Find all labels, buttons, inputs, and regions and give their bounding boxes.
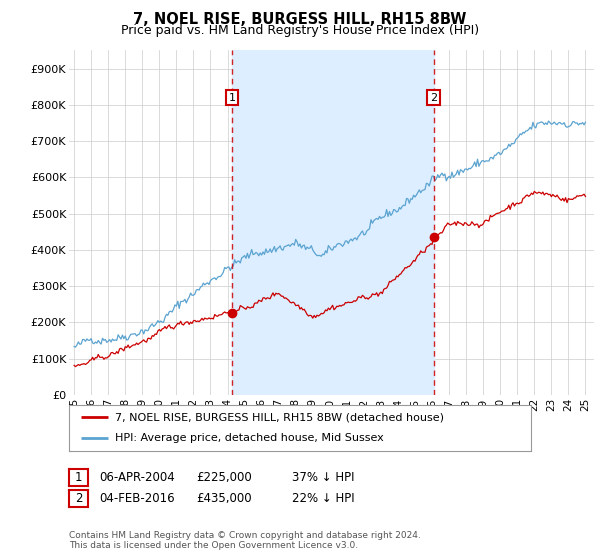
Text: Price paid vs. HM Land Registry's House Price Index (HPI): Price paid vs. HM Land Registry's House …: [121, 24, 479, 36]
Text: 1: 1: [75, 470, 82, 484]
Text: 7, NOEL RISE, BURGESS HILL, RH15 8BW: 7, NOEL RISE, BURGESS HILL, RH15 8BW: [133, 12, 467, 27]
Text: 37% ↓ HPI: 37% ↓ HPI: [292, 470, 355, 484]
Text: 1: 1: [229, 92, 236, 102]
Text: 7, NOEL RISE, BURGESS HILL, RH15 8BW (detached house): 7, NOEL RISE, BURGESS HILL, RH15 8BW (de…: [115, 412, 444, 422]
Text: HPI: Average price, detached house, Mid Sussex: HPI: Average price, detached house, Mid …: [115, 433, 384, 444]
Text: £225,000: £225,000: [196, 470, 252, 484]
Text: 2: 2: [430, 92, 437, 102]
Text: Contains HM Land Registry data © Crown copyright and database right 2024.
This d: Contains HM Land Registry data © Crown c…: [69, 530, 421, 550]
Bar: [232, 50, 434, 395]
Text: £435,000: £435,000: [196, 492, 252, 505]
Text: 22% ↓ HPI: 22% ↓ HPI: [292, 492, 355, 505]
Text: 06-APR-2004: 06-APR-2004: [99, 470, 175, 484]
Text: 04-FEB-2016: 04-FEB-2016: [99, 492, 175, 505]
Text: 2: 2: [75, 492, 82, 505]
